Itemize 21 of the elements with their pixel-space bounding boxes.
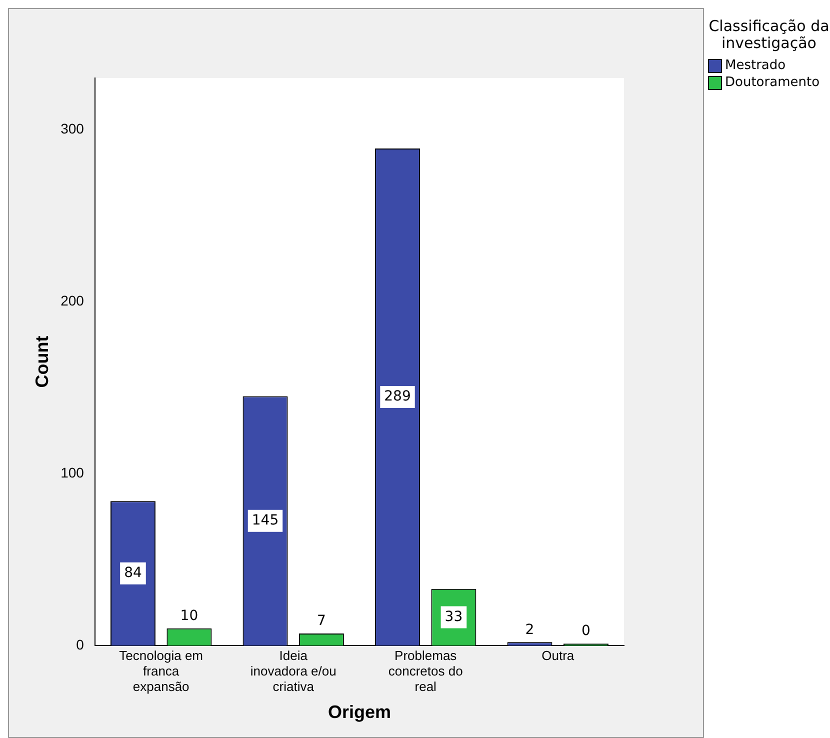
data-label: 145: [252, 512, 279, 529]
x-tick-label: Problemas concretos do real: [388, 648, 463, 694]
x-tick-label: Ideia inovadora e/ou criativa: [250, 648, 336, 694]
legend-label: Mestrado: [725, 58, 786, 73]
x-tick-label: Tecnologia em franca expansão: [119, 648, 204, 694]
x-axis-title: Origem: [328, 702, 391, 722]
y-tick-label: 0: [76, 636, 84, 652]
y-tick-label: 300: [60, 120, 84, 136]
data-label: 289: [384, 388, 411, 405]
y-tick-label: 100: [60, 464, 84, 480]
x-tick-label: Outra: [542, 648, 575, 663]
y-tick-label: 200: [60, 292, 84, 308]
data-label: 33: [444, 608, 463, 625]
data-label: 10: [180, 608, 198, 624]
data-label: 2: [525, 622, 534, 638]
y-axis-title: Count: [32, 336, 52, 388]
legend-title: Classificação da investigação: [708, 17, 830, 52]
legend-label: Doutoramento: [725, 75, 820, 90]
data-label: 7: [316, 613, 326, 630]
data-label: 0: [582, 623, 590, 640]
data-label: 84: [124, 565, 142, 581]
